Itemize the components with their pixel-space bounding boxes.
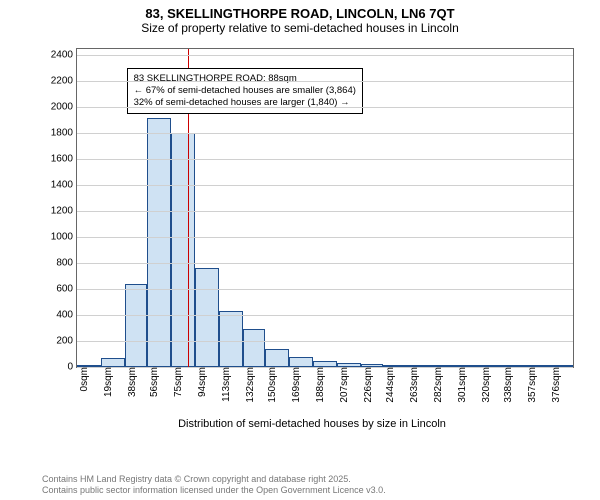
y-tick-label: 800 bbox=[56, 258, 77, 269]
x-tick-label: 38sqm bbox=[127, 367, 138, 397]
gridline-h bbox=[77, 341, 573, 342]
y-tick-label: 600 bbox=[56, 284, 77, 295]
y-tick-label: 400 bbox=[56, 310, 77, 321]
gridline-h bbox=[77, 289, 573, 290]
x-tick-label: 320sqm bbox=[481, 367, 492, 403]
info-line-address-size: 83 SKELLINGTHORPE ROAD: 88sqm bbox=[134, 73, 356, 85]
y-tick-label: 2200 bbox=[51, 76, 77, 87]
histogram-bar bbox=[147, 118, 171, 367]
y-tick-label: 1400 bbox=[51, 180, 77, 191]
x-tick-label: 301sqm bbox=[457, 367, 468, 403]
gridline-h bbox=[77, 185, 573, 186]
x-tick-label: 113sqm bbox=[221, 367, 232, 402]
attrib-line1: Contains HM Land Registry data © Crown c… bbox=[42, 474, 386, 485]
x-tick-label: 207sqm bbox=[339, 367, 350, 403]
histogram-bar bbox=[171, 133, 195, 367]
x-tick-label: 376sqm bbox=[551, 367, 562, 403]
x-tick-label: 75sqm bbox=[173, 367, 184, 397]
x-tick-label: 150sqm bbox=[267, 367, 278, 403]
y-tick-label: 0 bbox=[67, 362, 77, 373]
chart-subtitle: Size of property relative to semi-detach… bbox=[0, 21, 600, 39]
x-tick-label: 169sqm bbox=[291, 367, 302, 403]
x-tick-label: 132sqm bbox=[245, 367, 256, 403]
x-tick-label: 188sqm bbox=[315, 367, 326, 403]
x-tick-label: 338sqm bbox=[503, 367, 514, 403]
x-tick-label: 226sqm bbox=[363, 367, 374, 403]
x-tick-label: 94sqm bbox=[197, 367, 208, 397]
x-tick-label: 357sqm bbox=[527, 367, 538, 403]
chart-title-address: 83, SKELLINGTHORPE ROAD, LINCOLN, LN6 7Q… bbox=[0, 0, 600, 21]
y-tick-label: 1200 bbox=[51, 206, 77, 217]
histogram-bar bbox=[219, 311, 243, 367]
histogram-bar bbox=[195, 268, 219, 367]
gridline-h bbox=[77, 159, 573, 160]
gridline-h bbox=[77, 133, 573, 134]
y-tick-label: 200 bbox=[56, 336, 77, 347]
histogram-bar bbox=[243, 329, 266, 367]
plot-area: 83 SKELLINGTHORPE ROAD: 88sqm ← 67% of s… bbox=[76, 48, 574, 368]
attribution-text: Contains HM Land Registry data © Crown c… bbox=[42, 474, 386, 496]
x-axis-label: Distribution of semi-detached houses by … bbox=[42, 418, 582, 430]
attrib-line2: Contains public sector information licen… bbox=[42, 485, 386, 496]
y-tick-label: 2000 bbox=[51, 102, 77, 113]
x-tick-label: 19sqm bbox=[103, 367, 114, 397]
histogram-bar bbox=[265, 349, 289, 367]
gridline-h bbox=[77, 237, 573, 238]
gridline-h bbox=[77, 81, 573, 82]
histogram-bar bbox=[289, 357, 313, 367]
histogram-bar bbox=[101, 358, 125, 367]
gridline-h bbox=[77, 107, 573, 108]
y-tick-label: 1600 bbox=[51, 154, 77, 165]
gridline-h bbox=[77, 263, 573, 264]
gridline-h bbox=[77, 315, 573, 316]
x-tick-label: 263sqm bbox=[409, 367, 420, 403]
histogram-bar bbox=[125, 284, 148, 367]
y-tick-label: 1800 bbox=[51, 128, 77, 139]
info-line-smaller: ← 67% of semi-detached houses are smalle… bbox=[134, 85, 356, 97]
x-tick-label: 282sqm bbox=[433, 367, 444, 403]
y-tick-label: 2400 bbox=[51, 50, 77, 61]
gridline-h bbox=[77, 211, 573, 212]
gridline-h bbox=[77, 55, 573, 56]
x-tick-label: 0sqm bbox=[79, 367, 90, 391]
chart-container: Number of semi-detached properties 83 SK… bbox=[42, 44, 582, 426]
x-tick-label: 56sqm bbox=[149, 367, 160, 397]
y-tick-label: 1000 bbox=[51, 232, 77, 243]
x-tick-label: 244sqm bbox=[385, 367, 396, 403]
